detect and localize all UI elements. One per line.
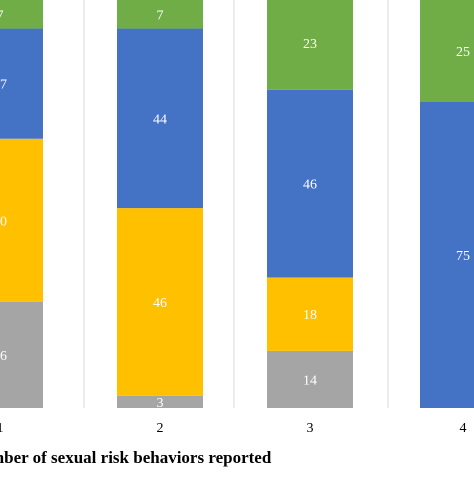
- bar-segment: [420, 102, 474, 408]
- bar-segment: [0, 138, 43, 302]
- gridlines: [83, 0, 389, 408]
- bar-segment: [0, 0, 43, 29]
- data-label: 14: [303, 373, 317, 388]
- bars: [0, 0, 474, 408]
- bar-segment: [267, 350, 353, 408]
- bar-segment: [117, 208, 203, 396]
- bar-segment: [267, 89, 353, 278]
- data-label: 44: [153, 112, 167, 127]
- data-label: 23: [303, 37, 317, 52]
- data-label: 7: [0, 8, 4, 23]
- bar-segment: [117, 395, 203, 408]
- data-label: 7: [157, 8, 164, 23]
- data-label: 75: [456, 249, 470, 264]
- data-label: 46: [303, 178, 317, 193]
- bar-segment: [267, 277, 353, 351]
- data-label: 26: [0, 349, 7, 364]
- x-axis-title: mber of sexual risk behaviors reported: [0, 448, 272, 467]
- bar-segment: [117, 28, 203, 209]
- data-label: 25: [456, 45, 470, 60]
- bar-segment: [0, 301, 43, 408]
- bar-segment: [267, 0, 353, 90]
- segment-labels: 26 40 27 7 3 46 44 7 14 18 46 23 75 25: [0, 8, 470, 411]
- data-label: 3: [157, 396, 164, 411]
- data-label: 18: [303, 308, 317, 323]
- bar-segment: [117, 0, 203, 29]
- data-label: 40: [0, 214, 7, 229]
- data-label: 46: [153, 296, 167, 311]
- data-label: 27: [0, 78, 7, 93]
- x-tick-labels: 1 2 3 4: [0, 421, 467, 436]
- x-tick-label: 1: [0, 421, 4, 436]
- bar-segment: [0, 28, 43, 139]
- x-tick-label: 2: [157, 421, 164, 436]
- bar-segment: [420, 0, 474, 102]
- x-tick-label: 3: [307, 421, 314, 436]
- x-tick-label: 4: [460, 421, 467, 436]
